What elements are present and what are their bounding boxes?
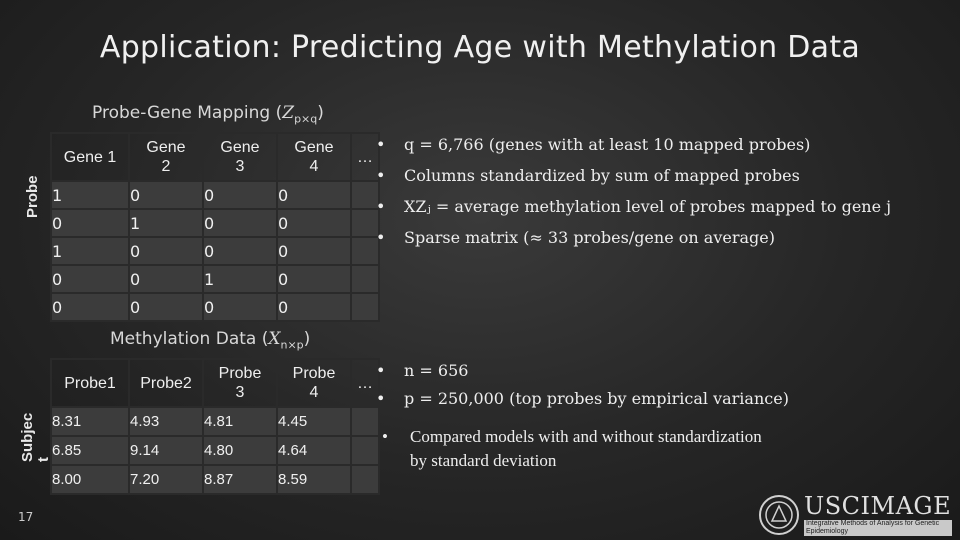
logo-wordmark: USCIMAGE bbox=[804, 492, 952, 520]
table-header-row: Gene 1 Gene 2 Gene 3 Gene 4 … bbox=[50, 132, 380, 182]
logo-tagline: Integrative Methods of Analysis for Gene… bbox=[804, 520, 952, 536]
ellipsis-cell bbox=[350, 435, 380, 466]
probe-axis-label: Probe bbox=[24, 175, 41, 218]
table-cell: 1 bbox=[128, 208, 204, 238]
table-cell: 9.14 bbox=[128, 435, 204, 466]
table-cell: 0 bbox=[50, 264, 130, 294]
table-cell: 0 bbox=[202, 180, 278, 210]
column-header: Gene 2 bbox=[128, 132, 204, 182]
bullet-item: Sparse matrix (≈ 33 probes/gene on avera… bbox=[376, 222, 936, 253]
table-cell: 8.59 bbox=[276, 464, 352, 495]
bullet-item: Compared models with and without standar… bbox=[382, 425, 762, 473]
table-cell: 0 bbox=[128, 236, 204, 266]
column-header: Gene 4 bbox=[276, 132, 352, 182]
table-cell: 0 bbox=[276, 264, 352, 294]
table-cell: 0 bbox=[50, 292, 130, 322]
table-cell: 0 bbox=[202, 208, 278, 238]
ellipsis-cell bbox=[350, 208, 380, 238]
data-bullets: n = 656p = 250,000 (top probes by empiri… bbox=[376, 357, 936, 413]
ellipsis-cell bbox=[350, 264, 380, 294]
bullet-item: q = 6,766 (genes with at least 10 mapped… bbox=[376, 129, 936, 160]
seal-icon bbox=[759, 495, 799, 535]
table-cell: 0 bbox=[202, 292, 278, 322]
table-cell: 8.00 bbox=[50, 464, 130, 495]
table-row: 8.00 7.20 8.87 8.59 bbox=[50, 464, 380, 495]
ellipsis-cell bbox=[350, 236, 380, 266]
ellipsis-cell bbox=[350, 292, 380, 322]
ellipsis-cell bbox=[350, 406, 380, 437]
table-cell: 0 bbox=[128, 264, 204, 294]
column-header: Probe2 bbox=[128, 358, 204, 408]
bullet-item: Columns standardized by sum of mapped pr… bbox=[376, 160, 936, 191]
table-cell: 0 bbox=[50, 208, 130, 238]
methylation-caption: Methylation Data (Xn×p) bbox=[110, 329, 311, 352]
table-cell: 1 bbox=[50, 236, 130, 266]
table-cell: 0 bbox=[276, 180, 352, 210]
table-cell: 8.31 bbox=[50, 406, 130, 437]
table-cell: 0 bbox=[128, 180, 204, 210]
methylation-table: Probe1 Probe2 Probe 3 Probe 4 … 8.31 4.93… bbox=[50, 358, 380, 495]
column-header: Probe 3 bbox=[202, 358, 278, 408]
bullet-item: n = 656 bbox=[376, 357, 936, 385]
table-cell: 1 bbox=[50, 180, 130, 210]
table-cell: 8.87 bbox=[202, 464, 278, 495]
bullet-item: XZⱼ = average methylation level of probe… bbox=[376, 191, 936, 222]
subject-axis-label: Subjec t bbox=[19, 412, 52, 462]
column-header: Gene 3 bbox=[202, 132, 278, 182]
table-cell: 0 bbox=[276, 292, 352, 322]
table-cell: 0 bbox=[202, 236, 278, 266]
ellipsis-cell bbox=[350, 464, 380, 495]
table-row: 8.31 4.93 4.81 4.45 bbox=[50, 406, 380, 437]
column-header: Gene 1 bbox=[50, 132, 130, 182]
slide-title: Application: Predicting Age with Methyla… bbox=[99, 30, 861, 65]
bullet-item: p = 250,000 (top probes by empirical var… bbox=[376, 385, 936, 413]
ellipsis-header: … bbox=[350, 132, 380, 182]
table-cell: 6.85 bbox=[50, 435, 130, 466]
mapping-caption: Probe-Gene Mapping (Zp×q) bbox=[92, 103, 324, 126]
table-cell: 0 bbox=[276, 236, 352, 266]
ellipsis-header: … bbox=[350, 358, 380, 408]
ellipsis-cell bbox=[350, 180, 380, 210]
table-cell: 0 bbox=[276, 208, 352, 238]
model-bullets: Compared models with and without standar… bbox=[382, 425, 762, 473]
table-cell: 1 bbox=[202, 264, 278, 294]
table-cell: 4.80 bbox=[202, 435, 278, 466]
table-cell: 4.81 bbox=[202, 406, 278, 437]
table-row: 6.85 9.14 4.80 4.64 bbox=[50, 435, 380, 466]
column-header: Probe1 bbox=[50, 358, 130, 408]
table-cell: 4.93 bbox=[128, 406, 204, 437]
mapping-bullets: q = 6,766 (genes with at least 10 mapped… bbox=[376, 129, 936, 253]
table-header-row: Probe1 Probe2 Probe 3 Probe 4 … bbox=[50, 358, 380, 408]
usc-image-logo: USCIMAGE Integrative Methods of Analysis… bbox=[758, 492, 958, 538]
table-cell: 4.64 bbox=[276, 435, 352, 466]
table-cell: 0 bbox=[128, 292, 204, 322]
slide-number: 17 bbox=[18, 510, 34, 524]
column-header: Probe 4 bbox=[276, 358, 352, 408]
table-cell: 7.20 bbox=[128, 464, 204, 495]
table-cell: 4.45 bbox=[276, 406, 352, 437]
